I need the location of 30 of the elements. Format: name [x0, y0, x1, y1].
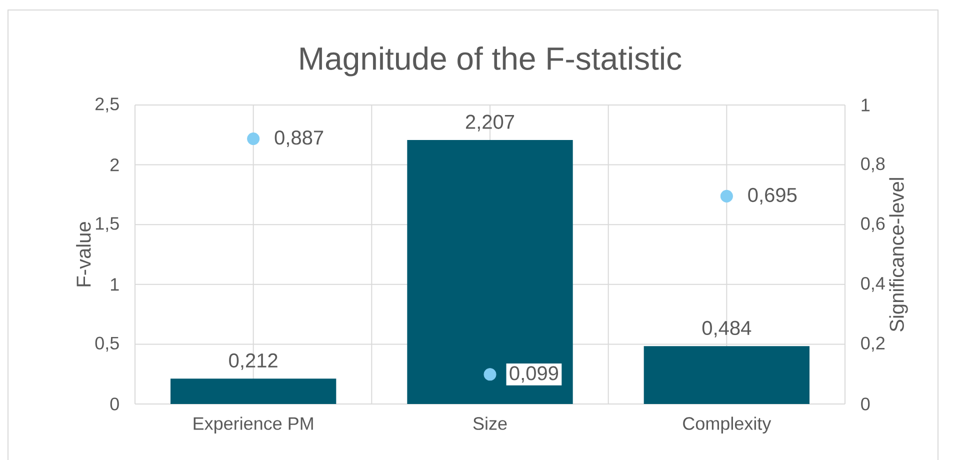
x-tick-label: Size [473, 416, 507, 430]
y2-axis-title: Significance-level [889, 178, 908, 332]
y-tick-label: 0,5 [95, 336, 119, 352]
y2-tick-label: 0 [861, 398, 870, 410]
bar [644, 346, 810, 404]
y-tick-label: 1 [110, 278, 119, 291]
chart-title: Magnitude of the F-statistic [300, 46, 682, 76]
y2-tick-label: 0,6 [861, 217, 885, 232]
point [720, 190, 733, 202]
x-tick-label: Experience PM [194, 416, 313, 434]
y-axis-title: F-value [76, 222, 91, 286]
y-tick-label: 2,5 [96, 98, 119, 112]
data-label: 0,695 [748, 188, 797, 204]
data-label: 0,887 [274, 130, 324, 148]
y2-tick-label: 0,2 [861, 336, 885, 352]
data-label: 0,099 [510, 366, 558, 383]
bar [407, 140, 573, 404]
y2-tick-label: 0,8 [861, 157, 885, 172]
y2-tick-label: 1 [862, 98, 870, 112]
bar [170, 378, 336, 404]
y-tick-label: 2 [110, 158, 119, 172]
data-label: 0,212 [229, 353, 278, 370]
y-tick-label: 1,5 [96, 217, 119, 232]
point [484, 368, 496, 381]
y-tick-label: 0 [110, 398, 119, 410]
data-label: 2,207 [466, 114, 514, 132]
data-label: 0,484 [702, 320, 752, 338]
x-tick-label: Complexity [683, 416, 772, 434]
point [247, 132, 260, 146]
y2-tick-label: 0,4 [861, 276, 885, 292]
